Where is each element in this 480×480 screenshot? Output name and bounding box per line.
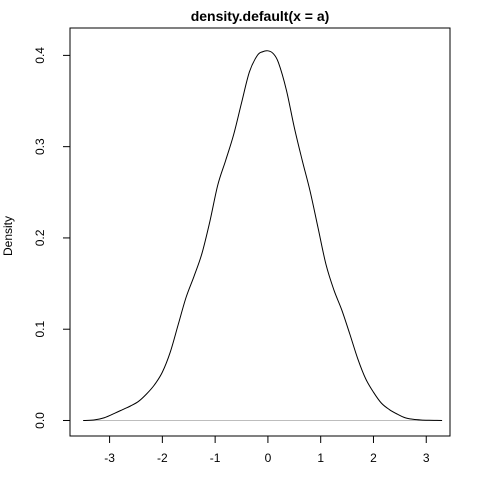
x-tick-label: -2: [157, 451, 168, 465]
x-tick-label: 1: [317, 451, 324, 465]
density-curve: [83, 50, 443, 421]
plot-area: -3 -2 -1 0 1 2 3 0.0 0.1 0.2 0.3 0.4: [33, 27, 451, 465]
y-tick-label: 0.4: [33, 47, 47, 64]
y-axis-label: Density: [1, 216, 15, 256]
x-tick-label: 3: [423, 451, 430, 465]
x-tick-label: 0: [265, 451, 272, 465]
y-tick-label: 0.3: [33, 138, 47, 155]
y-tick-label: 0.1: [33, 321, 47, 338]
x-tick-label: 2: [370, 451, 377, 465]
chart-title: density.default(x = a): [191, 8, 330, 24]
y-tick-label: 0.2: [33, 229, 47, 246]
y-tick-label: 0.0: [33, 412, 47, 429]
x-tick-label: -1: [210, 451, 221, 465]
x-tick-label: -3: [104, 451, 115, 465]
